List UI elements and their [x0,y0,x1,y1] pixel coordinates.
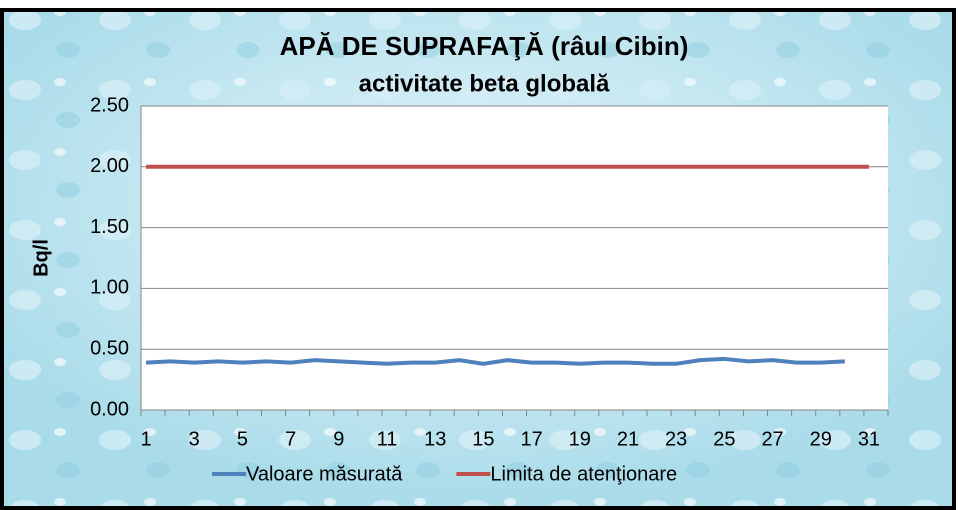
x-tick-label: 7 [285,428,296,450]
y-axis-label: Bq/l [30,239,52,277]
x-tick-label: 17 [520,428,542,450]
chart-subtitle: activitate beta globală [359,70,610,97]
y-tick-label: 1.00 [90,277,129,299]
x-tick-label: 15 [472,428,494,450]
x-tick-label: 31 [858,428,880,450]
x-tick-label: 3 [189,428,200,450]
x-tick-label: 23 [665,428,687,450]
series-line [145,356,845,366]
x-tick-label: 21 [617,428,639,450]
plot-area [141,106,888,410]
x-tick-label: 9 [333,428,344,450]
x-tick-label: 11 [377,428,398,450]
x-tick-label: 27 [761,428,783,450]
x-tick-label: 19 [569,428,591,450]
x-tick-label: 25 [713,428,735,450]
y-tick-label: 2.50 [90,94,129,116]
legend-label: Valoare măsurată [246,463,403,485]
legend-label: Limita de atenţionare [490,463,677,485]
y-tick-label: 0.00 [90,398,129,420]
chart-title: APĂ DE SUPRAFAŢĂ (râul Cibin) [280,31,689,61]
y-tick-label: 0.50 [90,337,129,359]
x-tick-label: 5 [237,428,248,450]
y-tick-label: 1.50 [90,216,129,238]
x-tick-label: 13 [424,428,446,450]
y-tick-label: 2.00 [90,155,129,177]
x-tick-label: 1 [140,428,151,450]
x-tick-label: 29 [810,428,832,450]
